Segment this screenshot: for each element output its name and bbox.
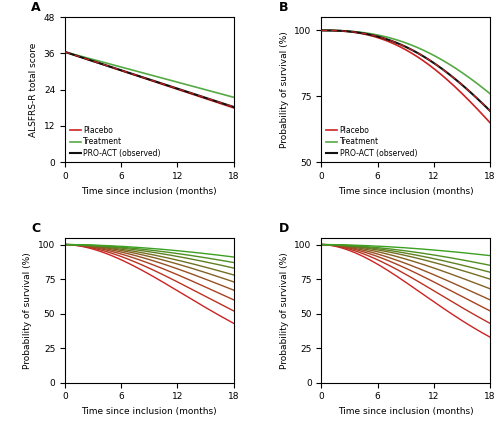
Treatment <box>319 28 325 33</box>
Placebo <box>215 100 221 105</box>
Placebo <box>419 57 425 62</box>
X-axis label: Time since inclusion (months): Time since inclusion (months) <box>82 187 217 196</box>
Line: PRO-ACT (observed): PRO-ACT (observed) <box>322 31 490 111</box>
Text: D: D <box>279 222 289 235</box>
Placebo <box>165 83 171 89</box>
Treatment <box>162 77 168 82</box>
PRO-ACT (observed) <box>162 82 168 87</box>
Treatment <box>230 95 236 100</box>
Placebo <box>62 49 68 55</box>
Line: PRO-ACT (observed): PRO-ACT (observed) <box>65 52 234 107</box>
Treatment <box>487 91 493 96</box>
Text: A: A <box>32 1 41 14</box>
Treatment <box>460 71 466 76</box>
PRO-ACT (observed) <box>460 83 466 89</box>
Treatment <box>471 79 477 84</box>
PRO-ACT (observed) <box>162 82 168 87</box>
Y-axis label: Probability of survival (%): Probability of survival (%) <box>24 252 32 369</box>
Line: Treatment: Treatment <box>65 52 234 97</box>
Treatment <box>422 48 428 53</box>
Placebo <box>62 49 68 55</box>
PRO-ACT (observed) <box>419 53 425 58</box>
Placebo <box>460 92 466 98</box>
Y-axis label: Probability of survival (%): Probability of survival (%) <box>280 252 289 369</box>
PRO-ACT (observed) <box>204 96 210 101</box>
Placebo <box>230 105 236 111</box>
PRO-ACT (observed) <box>62 49 68 55</box>
X-axis label: Time since inclusion (months): Time since inclusion (months) <box>338 187 473 196</box>
Treatment <box>419 47 425 52</box>
Text: B: B <box>279 1 288 14</box>
Placebo <box>204 96 210 101</box>
PRO-ACT (observed) <box>318 28 324 33</box>
Placebo <box>318 28 324 33</box>
PRO-ACT (observed) <box>319 28 325 33</box>
Placebo <box>162 83 168 88</box>
PRO-ACT (observed) <box>62 49 68 55</box>
Treatment <box>215 90 221 95</box>
PRO-ACT (observed) <box>487 108 493 114</box>
Treatment <box>162 76 168 81</box>
Legend: Placebo, Treatment, PRO-ACT (observed): Placebo, Treatment, PRO-ACT (observed) <box>325 125 418 158</box>
Treatment <box>62 49 68 55</box>
PRO-ACT (observed) <box>230 104 236 110</box>
Y-axis label: Probability of survival (%): Probability of survival (%) <box>280 31 289 148</box>
Treatment <box>204 88 210 93</box>
Placebo <box>422 59 428 64</box>
Treatment <box>165 77 171 82</box>
Line: Placebo: Placebo <box>322 31 490 123</box>
PRO-ACT (observed) <box>471 93 477 98</box>
Line: Treatment: Treatment <box>322 31 490 94</box>
Placebo <box>471 103 477 108</box>
PRO-ACT (observed) <box>422 55 428 60</box>
Y-axis label: ALSFRS-R total score: ALSFRS-R total score <box>29 43 38 137</box>
Placebo <box>418 57 424 62</box>
Treatment <box>418 46 424 52</box>
X-axis label: Time since inclusion (months): Time since inclusion (months) <box>338 407 473 416</box>
Placebo <box>319 28 325 33</box>
Treatment <box>318 28 324 33</box>
Treatment <box>62 49 68 55</box>
Line: Placebo: Placebo <box>65 52 234 108</box>
Placebo <box>487 120 493 125</box>
PRO-ACT (observed) <box>215 99 221 104</box>
PRO-ACT (observed) <box>165 83 171 88</box>
X-axis label: Time since inclusion (months): Time since inclusion (months) <box>82 407 217 416</box>
PRO-ACT (observed) <box>418 52 424 58</box>
Text: C: C <box>32 222 40 235</box>
Legend: Placebo, Treatment, PRO-ACT (observed): Placebo, Treatment, PRO-ACT (observed) <box>69 125 162 158</box>
Placebo <box>162 83 168 88</box>
